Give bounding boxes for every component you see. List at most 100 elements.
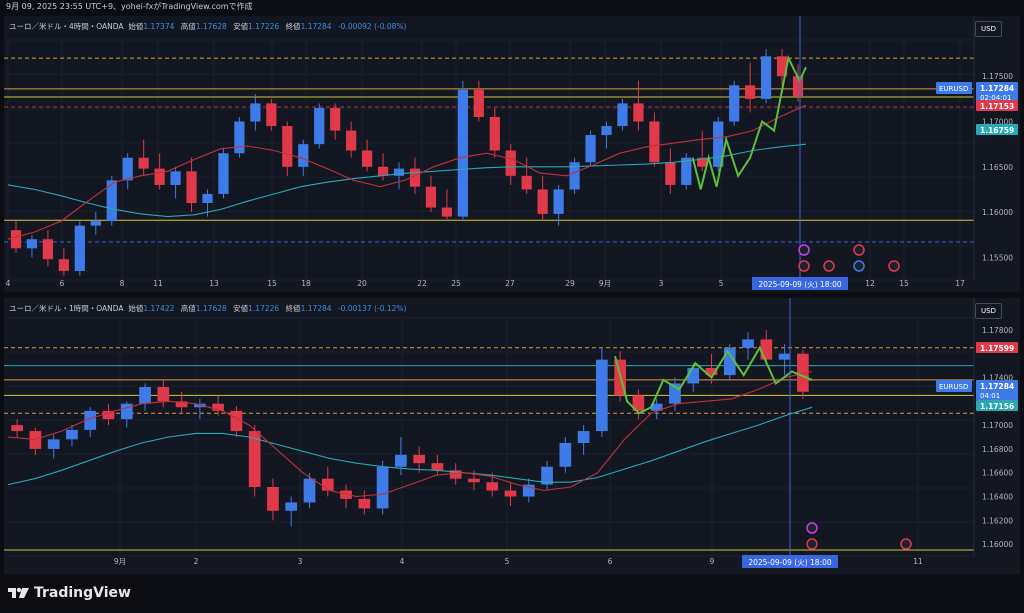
moving-average-fast [7,104,807,240]
currency-button[interactable]: USD [975,303,1002,319]
moving-average-fast [7,370,813,498]
candle-body [489,116,500,151]
time-axis-label: 3 [659,279,664,288]
price-axis-label: 1.17800 [982,326,1013,335]
price-tag-value: 1.17284 [980,84,1014,93]
economic-event-icon [806,522,818,534]
price-tag [976,400,1018,411]
candle-body [601,126,612,136]
time-axis-label: 4 [6,279,11,288]
price-tag [976,124,1018,135]
chart-panel-4h[interactable]: 1.17500 1.17000 1.16500 1.16000 1.15500 EURUS… [4,16,1020,292]
candle-body [760,339,773,360]
candle-body [321,478,334,491]
candle-body [449,470,462,479]
candle-body [314,107,325,145]
economic-event-icon [853,260,865,272]
time-axis-label: 5 [505,557,510,566]
candle-body [553,189,564,214]
candle-body [122,157,133,181]
candle-body [522,484,535,497]
candle-body [250,103,261,122]
time-axis-label: 12 [865,279,875,288]
chart-legend: ユーロ／米ドル・1時間・OANDA 始値1.17422 高値1.17628 安値… [9,304,407,313]
economic-event-icon [806,538,818,550]
economic-event-icon [798,244,810,256]
time-axis-label: 27 [505,279,515,288]
candle-body [194,403,206,408]
time-axis-label: 22 [417,279,427,288]
candle-body [665,162,676,185]
candle-body [218,153,229,194]
candle-body [617,103,628,127]
candle-body [559,442,572,467]
crosshair-time-label: 2025-09-09 (火) 18:00 [758,280,842,289]
candle-body [697,157,708,167]
candle-body [29,431,42,449]
candle-body [170,171,181,185]
candle-body [649,121,660,163]
price-tag-countdown: 02:04:01 [980,94,1011,102]
chart-panel-1h[interactable]: 1.17800 1.17400 1.17000 1.16800 1.16600 1.164… [4,298,1020,574]
symbol-tag-label: EURUSD [939,383,968,391]
tradingview-logo[interactable]: TradingView [8,583,131,603]
candle-body [521,175,532,190]
economic-event-icon [853,244,865,256]
candle-body [585,135,596,163]
candle-body [577,431,590,443]
time-axis-label: 17 [955,279,965,288]
time-axis-label: 15 [267,279,277,288]
candle-body [266,103,277,127]
price-axis-label: 1.15500 [982,253,1013,262]
candle-body [760,56,772,99]
chart-canvas-1h[interactable]: 1.17800 1.17400 1.17000 1.16800 1.16600 1.164… [4,298,1020,574]
candle-body [282,126,293,167]
candle-body [393,168,405,176]
candle-body [705,367,718,376]
candle-body [10,230,22,249]
price-axis-label: 1.17000 [982,118,1013,127]
candle-body [303,478,316,503]
candle-body [248,431,261,487]
tradingview-logo-icon [8,587,29,598]
candle-body [395,454,407,467]
time-axis-label: 20 [357,279,367,288]
candle-body [486,482,499,491]
candle-body [468,478,480,483]
candle-body [723,347,736,376]
candle-body [377,166,389,176]
price-axis-label: 1.16000 [982,208,1013,217]
chart-canvas-4h[interactable]: 1.17500 1.17000 1.16500 1.16000 1.15500 EURUS… [4,16,1020,292]
moving-average-slow [7,406,813,486]
candle-body [139,387,151,404]
price-axis-label: 1.17500 [982,72,1013,81]
candle-body [202,193,213,204]
candle-body [267,486,279,511]
candle-body [175,401,188,408]
candle-body [778,353,791,360]
candle-body [742,339,754,348]
candle-body [681,157,692,185]
candle-body [632,395,645,411]
candle-body [504,490,517,497]
candle-body [186,171,197,204]
candle-body [797,353,809,392]
moving-average-slow [7,143,807,218]
candle-body [669,383,681,404]
candle-body [26,239,38,249]
brand-name: TradingView [34,585,131,601]
price-tag [976,380,1018,400]
candle-body [729,85,740,122]
candle-body [541,466,553,485]
candle-body [425,186,437,208]
economic-event-icon [798,260,810,272]
time-axis-label: 3 [298,557,303,566]
price-axis-label: 1.16500 [982,163,1013,172]
header-caption: 9月 09, 2025 23:55 UTC+9、yohei-fxがTrading… [6,2,253,11]
candle-body [633,103,644,122]
candle-body [84,410,97,430]
price-tag [976,82,1018,102]
time-axis-label: 13 [209,279,219,288]
currency-button[interactable]: USD [975,21,1002,37]
candle-body [230,410,243,432]
